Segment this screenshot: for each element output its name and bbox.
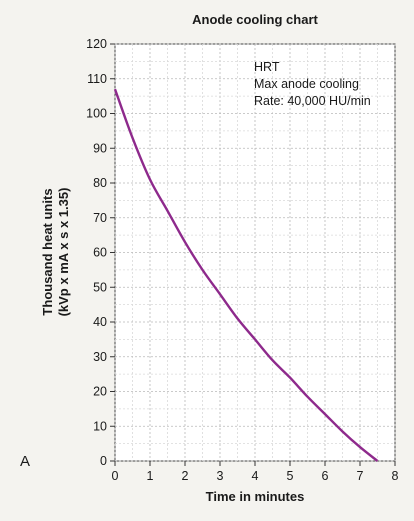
x-tick-label: 1	[147, 469, 154, 483]
y-tick-label: 0	[100, 454, 107, 468]
grid	[114, 43, 396, 462]
y-tick-label: 60	[93, 246, 107, 260]
y-tick-label: 40	[93, 315, 107, 329]
series-layer	[113, 88, 379, 462]
x-tick-label: 5	[287, 469, 294, 483]
y-axis-label-line-2: (kVp x mA x s x 1.35)	[56, 188, 71, 317]
y-tick-label: 110	[87, 72, 107, 86]
annotation-line-1: HRT	[254, 60, 280, 74]
x-axis-label: Time in minutes	[206, 489, 305, 504]
y-tick-label: 10	[93, 419, 107, 433]
cooling-curve	[113, 88, 379, 462]
y-tick-label: 20	[93, 385, 107, 399]
x-tick-label: 4	[252, 469, 259, 483]
axis-ticks: 0 10 20 30 40 50 60 70 80 90 100 110 120 0 1 2 3 4 5 6 7 8	[86, 37, 398, 483]
x-tick-label: 3	[217, 469, 224, 483]
annotation-line-3: Rate: 40,000 HU/min	[254, 94, 371, 108]
x-tick-label: 6	[322, 469, 329, 483]
y-tick-label: 120	[86, 37, 107, 51]
y-tick-label: 30	[93, 350, 107, 364]
annotation-line-2: Max anode cooling	[254, 77, 359, 91]
y-tick-label: 50	[93, 280, 107, 294]
x-tick-label: 2	[182, 469, 189, 483]
y-axis-label-line-1: Thousand heat units	[40, 188, 55, 315]
y-tick-label: 80	[93, 176, 107, 190]
x-tick-label: 7	[357, 469, 364, 483]
chart-title: Anode cooling chart	[192, 12, 318, 27]
x-tick-label: 8	[392, 469, 399, 483]
y-tick-label: 100	[86, 107, 107, 121]
y-axis-label-group: Thousand heat units (kVp x mA x s x 1.35…	[40, 188, 71, 317]
x-tick-label: 0	[112, 469, 119, 483]
panel-label: A	[20, 453, 30, 470]
y-tick-label: 90	[93, 141, 107, 155]
y-tick-label: 70	[93, 211, 107, 225]
